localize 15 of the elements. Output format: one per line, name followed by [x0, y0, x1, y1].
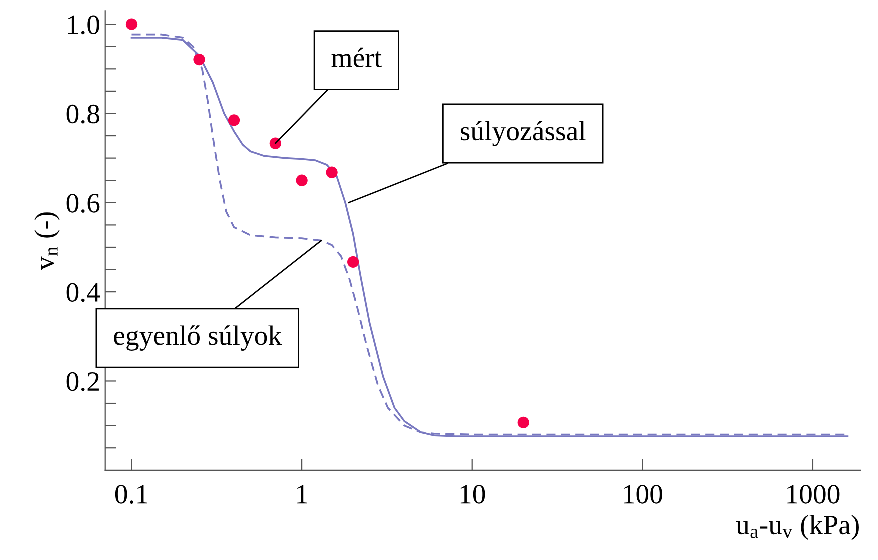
annotation: egyenlő súlyok [114, 326, 282, 351]
x-tick-label: 10 [460, 485, 486, 504]
y-tick-label: 1.0 [68, 16, 100, 35]
x-tick-label: 0.1 [115, 485, 148, 504]
y-tick-label: 0.2 [66, 372, 99, 392]
y-tick-label: 0.8 [66, 104, 100, 124]
annotation: súlyozással [460, 121, 586, 146]
x-axis-title: u$_{a}$-u$_{v}$ (kPa) [736, 515, 859, 540]
x-tick-label: 100 [624, 485, 662, 504]
x-tick-label: 1000 [788, 485, 840, 504]
y-tick-label: 0.4 [66, 283, 100, 302]
annotation: mért [332, 48, 382, 68]
x-tick-label: 1 [298, 485, 308, 504]
y-tick-label: 0.6 [66, 194, 100, 213]
y-axis-title: v$_{n}$ (-) [34, 212, 60, 271]
